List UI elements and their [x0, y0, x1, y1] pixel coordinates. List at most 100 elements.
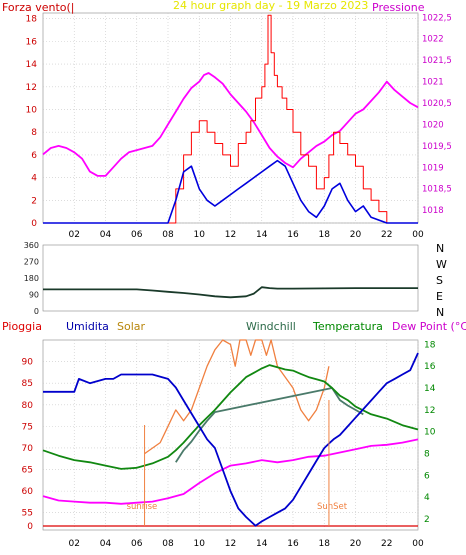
x-tick-label: 12 [225, 230, 236, 240]
x-tick-label: 12 [225, 539, 236, 549]
x-tick-label: 10 [194, 230, 206, 240]
bottom-panel-annotations: sunrise SunSet [127, 400, 348, 526]
left-tick-label: 2 [31, 196, 37, 206]
direction-panel-series [43, 286, 418, 299]
bottom-panel-x-ticks: 02 04 06 08 10 12 14 16 18 20 22 00 [69, 539, 424, 549]
right-tick-label: 1020,5 [422, 99, 452, 109]
right-tick-label: 1018 [422, 206, 444, 216]
left-tick-label: 14 [26, 60, 38, 70]
x-tick-label: 04 [100, 539, 112, 549]
right-tick-label: 1021 [422, 78, 444, 88]
x-tick-label: 20 [350, 539, 362, 549]
humidity-tick-label: 75 [22, 422, 33, 432]
right-tick-label: 1021,5 [422, 56, 452, 66]
windchill-line [175, 387, 364, 463]
x-tick-label: 16 [287, 230, 299, 240]
x-tick-label: 06 [131, 230, 143, 240]
left-tick-label: 12 [26, 83, 37, 93]
right-tick-label: 1019,5 [422, 142, 452, 152]
left-tick-label: 18 [26, 15, 38, 25]
left-axis-label: Forza vento(| [2, 1, 75, 14]
temperature-tick-label: 14 [424, 384, 436, 394]
humidity-tick-label: 90 [22, 358, 34, 368]
temperature-tick-label: 8 [424, 450, 430, 460]
top-panel-right-ticks: 1018 1018,5 1019 1019,5 1020 1020,5 1021 1021,5… [422, 13, 452, 216]
x-tick-label: 22 [381, 539, 392, 549]
humidity-tick-label: 0 [27, 522, 33, 532]
x-tick-label: 02 [69, 539, 80, 549]
left-tick-label: 16 [26, 37, 38, 47]
right-tick-label: 1019 [422, 163, 444, 173]
sunrise-label: sunrise [127, 502, 158, 512]
bottom-panel-plot-area [42, 339, 419, 531]
left-tick-label: 0 [31, 219, 37, 229]
compass-label: S [436, 274, 443, 287]
pressure-line [42, 72, 419, 177]
legend-entry: Dew Point (°C) [392, 320, 466, 333]
right-tick-label: 1022 [422, 35, 444, 45]
solar-line [144, 339, 330, 455]
left-tick-label: 8 [31, 128, 37, 138]
humidity-tick-label: 85 [22, 379, 33, 389]
x-tick-label: 22 [381, 230, 392, 240]
right-axis-label: Pressione [372, 1, 425, 14]
left-tick-label: 6 [31, 151, 37, 161]
x-tick-label: 08 [162, 230, 174, 240]
dewpoint-line [42, 438, 419, 505]
humidity-tick-label: 65 [22, 466, 33, 476]
sunset-label: SunSet [317, 502, 348, 512]
x-tick-label: 16 [287, 539, 299, 549]
top-panel-x-ticks: 02 04 06 08 10 12 14 16 18 20 22 00 [69, 230, 424, 240]
x-tick-label: 20 [350, 230, 362, 240]
right-tick-label: 1018,5 [422, 185, 452, 195]
humidity-tick-label: 80 [22, 401, 34, 411]
temperature-tick-label: 18 [424, 340, 436, 350]
x-tick-label: 04 [100, 230, 112, 240]
temperature-tick-label: 10 [424, 428, 436, 438]
bottom-panel-left-ticks: 0 55 60 65 70 75 80 85 90 [22, 358, 34, 532]
direction-degree-label: 270 [24, 258, 39, 267]
x-tick-label: 14 [256, 539, 268, 549]
direction-degree-label: 360 [24, 241, 39, 250]
humidity-tick-label: 60 [22, 487, 34, 497]
x-tick-label: 18 [319, 230, 331, 240]
top-panel-left-ticks: 0 2 4 6 8 10 12 14 16 18 [26, 15, 38, 229]
legend-entry: Umidita [66, 320, 109, 333]
x-tick-label: 10 [194, 539, 206, 549]
compass-label: W [436, 258, 447, 271]
wind-line [43, 159, 418, 224]
direction-panel-left-ticks: 0 90 180 270 360 [24, 241, 39, 316]
legend-entry: Solar [117, 320, 146, 333]
x-tick-label: 06 [131, 539, 143, 549]
humidity-tick-label: 70 [22, 444, 34, 454]
wind-direction-line [43, 286, 418, 299]
bottom-panel-legend: Pioggia Umidita Solar Windchill Temperatura D… [2, 320, 466, 333]
x-tick-label: 02 [69, 230, 80, 240]
gust-line [43, 14, 418, 224]
left-tick-label: 10 [26, 105, 38, 115]
temperature-line [42, 364, 419, 470]
temperature-tick-label: 4 [424, 493, 430, 503]
direction-degree-label: 180 [24, 274, 39, 283]
compass-label: E [436, 290, 443, 303]
direction-panel-plot-area [42, 244, 419, 312]
x-tick-label: 00 [412, 230, 424, 240]
left-tick-label: 4 [31, 174, 37, 184]
bottom-panel-right-ticks: 2 4 6 8 10 12 14 16 18 [424, 340, 436, 525]
temperature-tick-label: 2 [424, 515, 430, 525]
direction-degree-label: 0 [34, 307, 39, 316]
top-panel-series [42, 14, 419, 224]
x-tick-label: 08 [162, 539, 174, 549]
legend-entry: Windchill [246, 320, 296, 333]
temperature-tick-label: 12 [424, 406, 435, 416]
right-tick-label: 1022,5 [422, 13, 452, 23]
temperature-tick-label: 16 [424, 362, 436, 372]
x-tick-label: 00 [412, 539, 424, 549]
x-tick-label: 18 [319, 539, 331, 549]
right-tick-label: 1020 [422, 120, 444, 130]
compass-label: N [436, 242, 444, 255]
direction-degree-label: 90 [29, 291, 39, 300]
